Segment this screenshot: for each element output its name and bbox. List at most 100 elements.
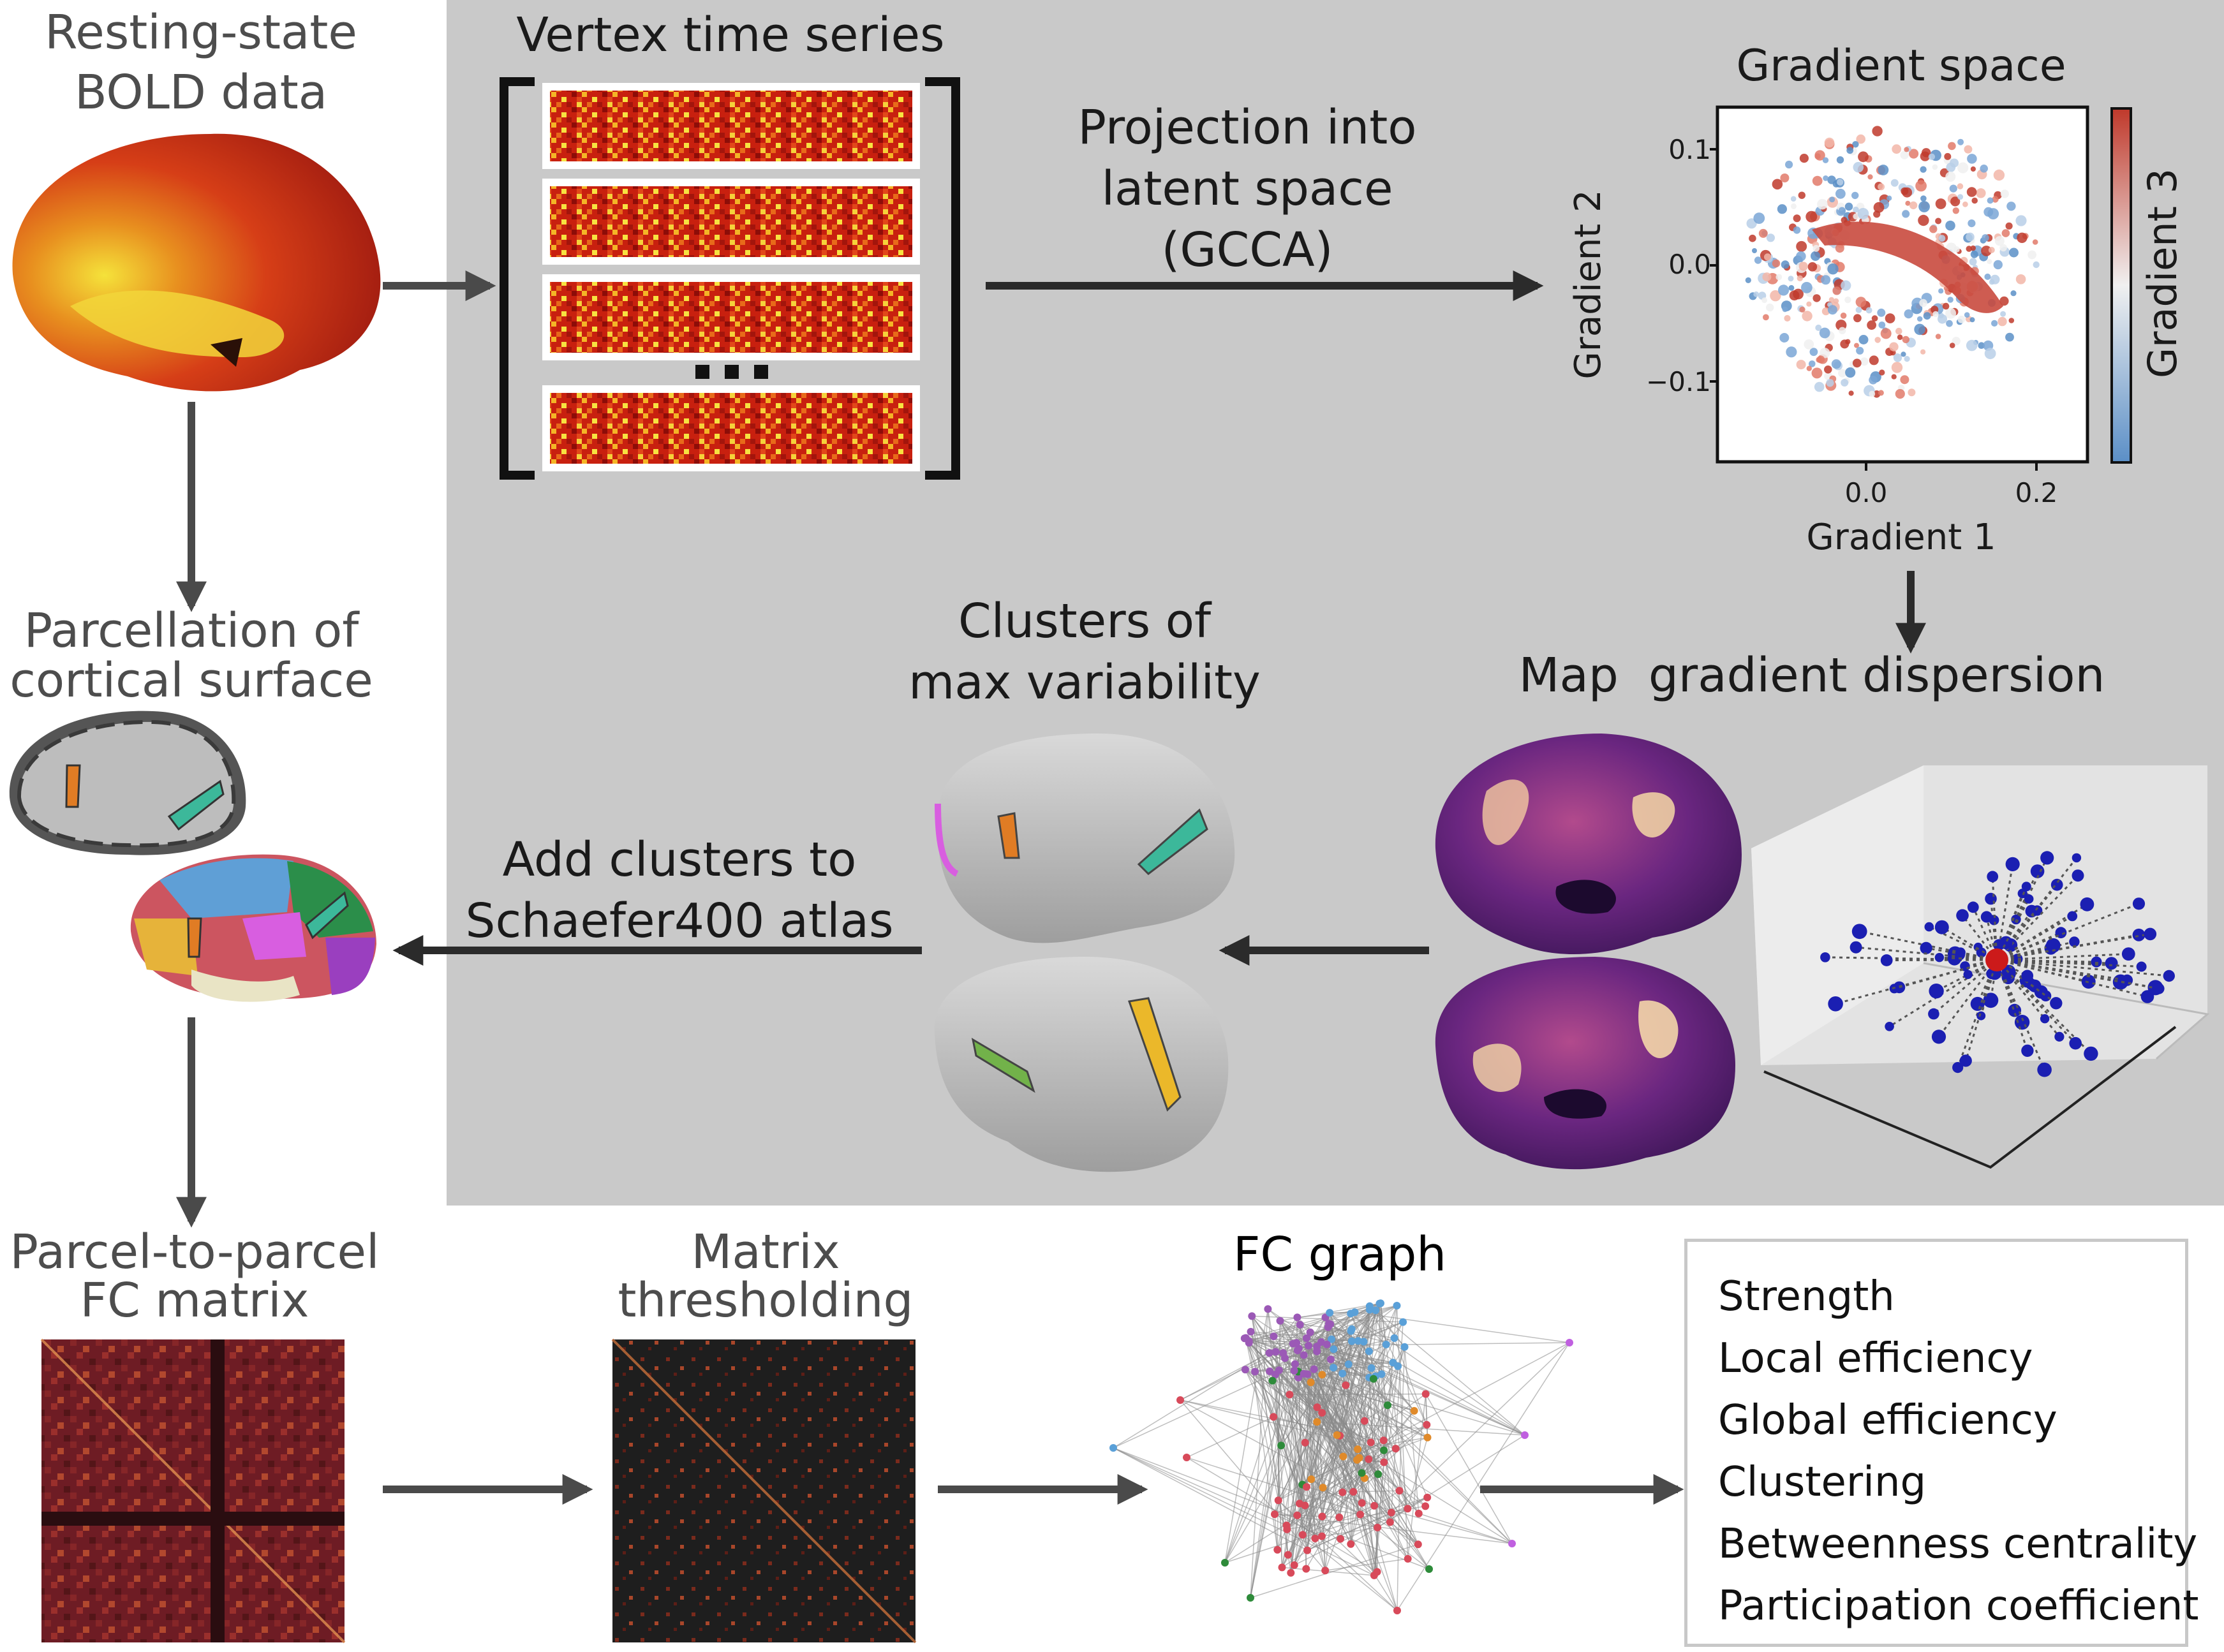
gradient-point xyxy=(1950,196,1961,207)
gradient-point xyxy=(1807,262,1818,272)
fc-graph-node xyxy=(1337,1535,1345,1543)
gradient-point xyxy=(1770,290,1781,302)
fc-graph-node xyxy=(1335,1513,1344,1521)
fc-graph-node xyxy=(1344,1360,1353,1368)
dispersion-point xyxy=(2072,869,2084,882)
gradient-point xyxy=(2015,274,2026,284)
fc-graph-edge xyxy=(1180,1352,1270,1401)
fc-graph-edge xyxy=(1245,1338,1279,1501)
dispersion-point xyxy=(2084,1046,2098,1061)
fc-graph-node xyxy=(1393,1607,1401,1614)
dispersion-line xyxy=(1996,931,2061,961)
gradient-point xyxy=(1902,210,1910,218)
gradient-point xyxy=(2006,202,2016,211)
dispersion-point xyxy=(2105,957,2118,970)
gradient-point xyxy=(2028,250,2037,260)
gradient-point xyxy=(1874,337,1881,343)
gradient-point xyxy=(1909,149,1919,159)
dispersion-point xyxy=(1931,1029,1946,1044)
fc-graph-edge xyxy=(1303,1341,1353,1356)
fc-graph-node xyxy=(1423,1433,1432,1442)
fc-matrix-line2: FC matrix xyxy=(80,1273,309,1328)
fc-graph-node xyxy=(1221,1559,1229,1567)
fc-graph-node xyxy=(1354,1445,1362,1454)
metric-betweenness-centrality: Betweenness centrality xyxy=(1718,1521,2198,1568)
dispersion-point xyxy=(2121,947,2135,961)
vertex-time-series-label: Vertex time series xyxy=(516,8,945,63)
fc-graph-node xyxy=(1298,1531,1307,1539)
fc-graph-edge xyxy=(1325,1558,1408,1571)
fc-graph-node xyxy=(1270,1413,1278,1421)
fc-graph-edge xyxy=(1391,1322,1404,1513)
fc-graph-edge xyxy=(1299,1491,1343,1504)
gradient-point xyxy=(1853,161,1864,173)
fc-graph-edge xyxy=(1393,1338,1428,1425)
gradient-point xyxy=(1836,156,1844,164)
gradient-point xyxy=(1880,328,1892,339)
gradient-point xyxy=(1833,298,1839,304)
parcellation-brain-atlas xyxy=(130,854,376,1002)
fc-graph-edge xyxy=(1250,1544,1419,1598)
gradient-point xyxy=(1809,360,1816,367)
dispersion-line xyxy=(1855,946,1998,961)
gradient-point xyxy=(1752,248,1757,253)
fc-graph-node xyxy=(1423,1493,1432,1501)
fc-graph-edge xyxy=(1353,1490,1400,1493)
dispersion-point xyxy=(2163,970,2175,982)
fc-graph-node xyxy=(1271,1348,1280,1356)
fc-graph-node xyxy=(1387,1508,1395,1517)
gradient-point xyxy=(1922,148,1931,158)
fc-graph-node xyxy=(1300,1351,1308,1359)
gradient-point xyxy=(1857,208,1869,219)
resting-state-line1: Resting-state xyxy=(45,5,357,60)
dispersion-scatter-points xyxy=(1820,851,2175,1077)
fc-graph-edge xyxy=(1333,1367,1370,1460)
gradient-point xyxy=(1946,163,1956,172)
gradient-point xyxy=(1878,165,1889,175)
parcellation-line1: Parcellation of xyxy=(24,603,359,658)
gradient-point xyxy=(1848,390,1854,396)
fc-graph-edge xyxy=(1354,1311,1570,1343)
gradient-point xyxy=(1753,212,1765,224)
gradient-point xyxy=(1966,339,1978,351)
gradient-point xyxy=(1852,141,1859,148)
fc-graph-edge xyxy=(1224,1343,1294,1563)
gradient-point xyxy=(1920,166,1927,173)
gradient-point xyxy=(1971,197,1978,204)
gradient-point xyxy=(1962,201,1968,207)
fc-graph-edge xyxy=(1224,1461,1384,1563)
fc-graph-node xyxy=(1251,1368,1259,1376)
gradient-point xyxy=(1869,390,1876,397)
fc-graph-node xyxy=(1306,1328,1314,1336)
gradient-point xyxy=(2005,332,2014,342)
fc-graph-node xyxy=(1274,1496,1282,1505)
fc-graph-node xyxy=(1338,1369,1347,1378)
gradient-point xyxy=(1817,198,1828,210)
gradient-point xyxy=(1918,201,1931,212)
dispersion-point xyxy=(1880,954,1893,966)
fc-graph-node xyxy=(1183,1454,1190,1461)
gradient-point xyxy=(1799,154,1809,163)
gradient-point xyxy=(2005,222,2013,230)
fc-graph-edge xyxy=(1290,1405,1388,1574)
fc-graph-node xyxy=(1302,1565,1310,1573)
gradient-point xyxy=(1828,297,1835,303)
gradient-point xyxy=(1841,280,1851,291)
dispersion-point xyxy=(1976,947,1987,958)
fc-matrix xyxy=(40,1338,346,1644)
fc-graph-node xyxy=(1395,1487,1404,1495)
gradient-point xyxy=(1946,320,1953,327)
gradient-point xyxy=(1969,317,1975,323)
clusters-line2: max variability xyxy=(908,655,1261,710)
gradient-point xyxy=(1900,151,1909,159)
fc-graph-node xyxy=(1321,1567,1330,1575)
metric-clustering: Clustering xyxy=(1718,1459,1927,1506)
gradient-point xyxy=(1761,297,1768,304)
fc-graph-edge xyxy=(1374,1366,1398,1575)
dispersion-point xyxy=(1970,996,1985,1011)
resting-state-label: Resting-state BOLD data xyxy=(0,3,402,122)
gradient-point xyxy=(1901,187,1909,195)
gradient-point xyxy=(1832,286,1841,295)
gradient-point xyxy=(1790,196,1797,202)
fc-graph-node xyxy=(1347,1325,1356,1333)
